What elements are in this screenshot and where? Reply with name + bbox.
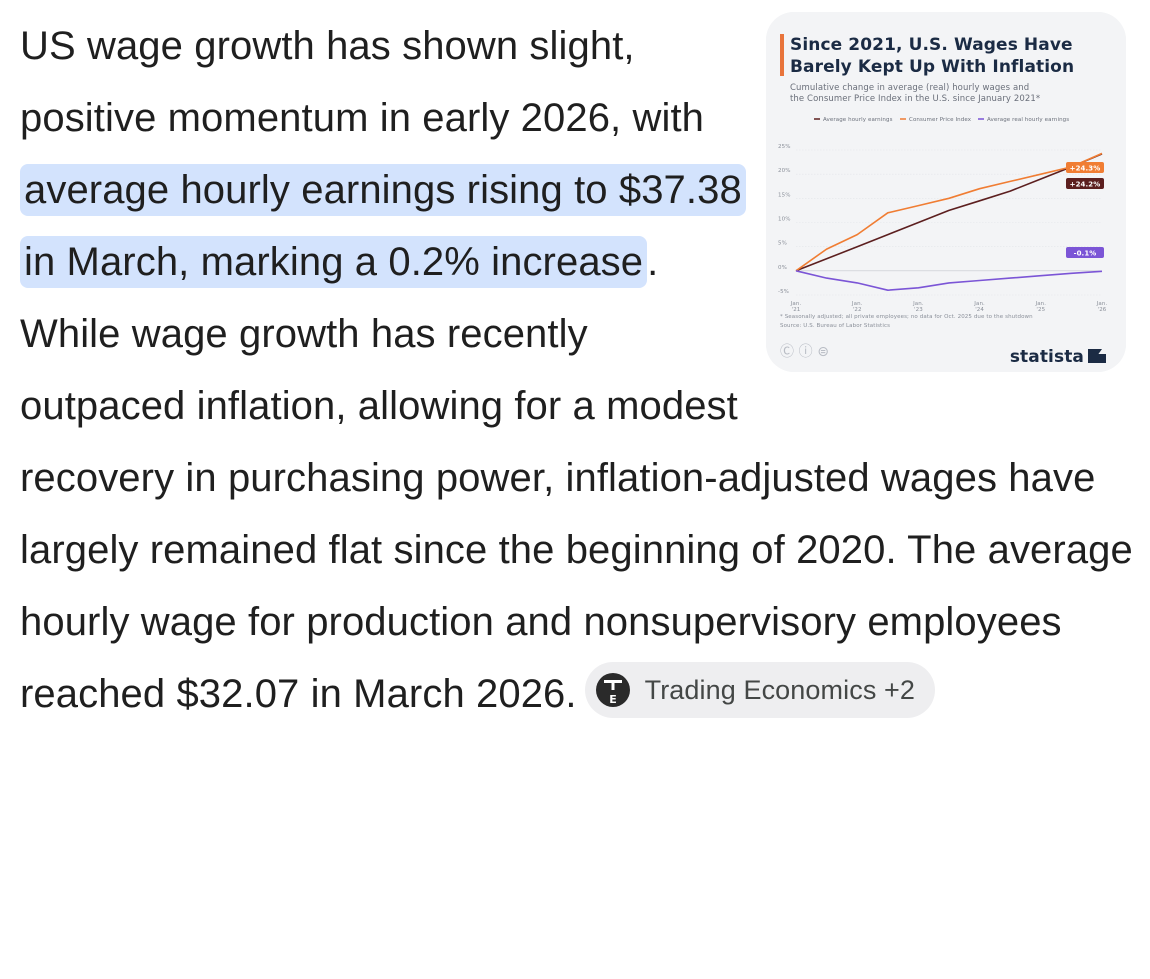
end-label-text: -0.1% xyxy=(1074,250,1097,258)
chart-source: Source: U.S. Bureau of Labor Statistics xyxy=(780,323,890,329)
chart-title-line2: Barely Kept Up With Inflation xyxy=(790,57,1074,77)
x-tick-label: Jan. xyxy=(973,301,985,307)
series-line xyxy=(795,153,1103,272)
chart-thumbnail[interactable]: Since 2021, U.S. Wages Have Barely Kept … xyxy=(766,12,1126,372)
answer-text-start: US wage growth has shown slight, positiv… xyxy=(20,24,705,140)
legend-label: Average hourly earnings xyxy=(823,117,893,123)
source-chip-label: Trading Economics +2 xyxy=(644,675,916,706)
statista-logo: statista xyxy=(1010,347,1084,367)
x-tick-label: Jan. xyxy=(912,301,924,307)
y-tick-label: 25% xyxy=(778,144,791,150)
series-line xyxy=(795,270,1103,292)
svg-text:E: E xyxy=(609,693,617,706)
chart-footnote: * Seasonally adjusted; all private emplo… xyxy=(780,314,1033,320)
trading-economics-logo-icon: E xyxy=(595,673,630,708)
source-chip[interactable]: E Trading Economics +2 xyxy=(584,662,936,719)
legend-label: Consumer Price Index xyxy=(909,117,972,123)
chart-series xyxy=(795,152,1103,292)
chart-x-axis: Jan.'21Jan.'22Jan.'23Jan.'24Jan.'25Jan.'… xyxy=(790,301,1108,313)
end-label-badge xyxy=(1066,162,1104,173)
end-label-text: +24.3% xyxy=(1070,165,1101,173)
series-line xyxy=(795,152,1103,272)
end-label-badge xyxy=(1066,178,1104,189)
chart-legend: Average hourly earnings Consumer Price In… xyxy=(814,117,1069,123)
y-tick-label: 10% xyxy=(778,217,791,223)
license-icons: Ⓒ ⓘ ⊜ xyxy=(780,344,829,360)
x-tick-label: '21 xyxy=(792,307,801,313)
answer-text-end: . While wage growth has recently outpace… xyxy=(20,240,1133,716)
chart-subtitle-line1: Cumulative change in average (real) hour… xyxy=(790,83,1029,93)
x-tick-label: Jan. xyxy=(1034,301,1046,307)
chart-thumbnail-svg: Since 2021, U.S. Wages Have Barely Kept … xyxy=(766,12,1126,372)
y-tick-label: -5% xyxy=(778,289,789,295)
y-tick-label: 20% xyxy=(778,168,791,174)
x-tick-label: Jan. xyxy=(1096,301,1108,307)
chart-subtitle-line2: the Consumer Price Index in the U.S. sin… xyxy=(790,94,1040,104)
end-label-badge xyxy=(1066,247,1104,258)
chart-y-axis: 25% 20% 15% 10% 5% 0% -5% xyxy=(778,144,791,295)
x-tick-label: '23 xyxy=(914,307,923,313)
legend-label: Average real hourly earnings xyxy=(987,117,1069,123)
ai-answer-paragraph: Since 2021, U.S. Wages Have Barely Kept … xyxy=(20,10,1140,730)
highlighted-answer-text: average hourly earnings rising to $37.38… xyxy=(20,164,746,288)
y-tick-label: 0% xyxy=(778,265,787,271)
statista-mark-icon xyxy=(1088,349,1106,363)
chart-end-labels: +24.2% +24.3% -0.1% xyxy=(1066,162,1104,258)
x-tick-label: '22 xyxy=(853,307,862,313)
x-tick-label: '26 xyxy=(1098,307,1107,313)
x-tick-label: '25 xyxy=(1036,307,1045,313)
x-tick-label: Jan. xyxy=(790,301,802,307)
x-tick-label: Jan. xyxy=(851,301,863,307)
title-accent-bar xyxy=(780,34,784,76)
chart-title-line1: Since 2021, U.S. Wages Have xyxy=(790,35,1073,55)
x-tick-label: '24 xyxy=(975,307,984,313)
y-tick-label: 5% xyxy=(778,241,787,247)
y-tick-label: 15% xyxy=(778,192,791,198)
end-label-text: +24.2% xyxy=(1070,181,1101,189)
